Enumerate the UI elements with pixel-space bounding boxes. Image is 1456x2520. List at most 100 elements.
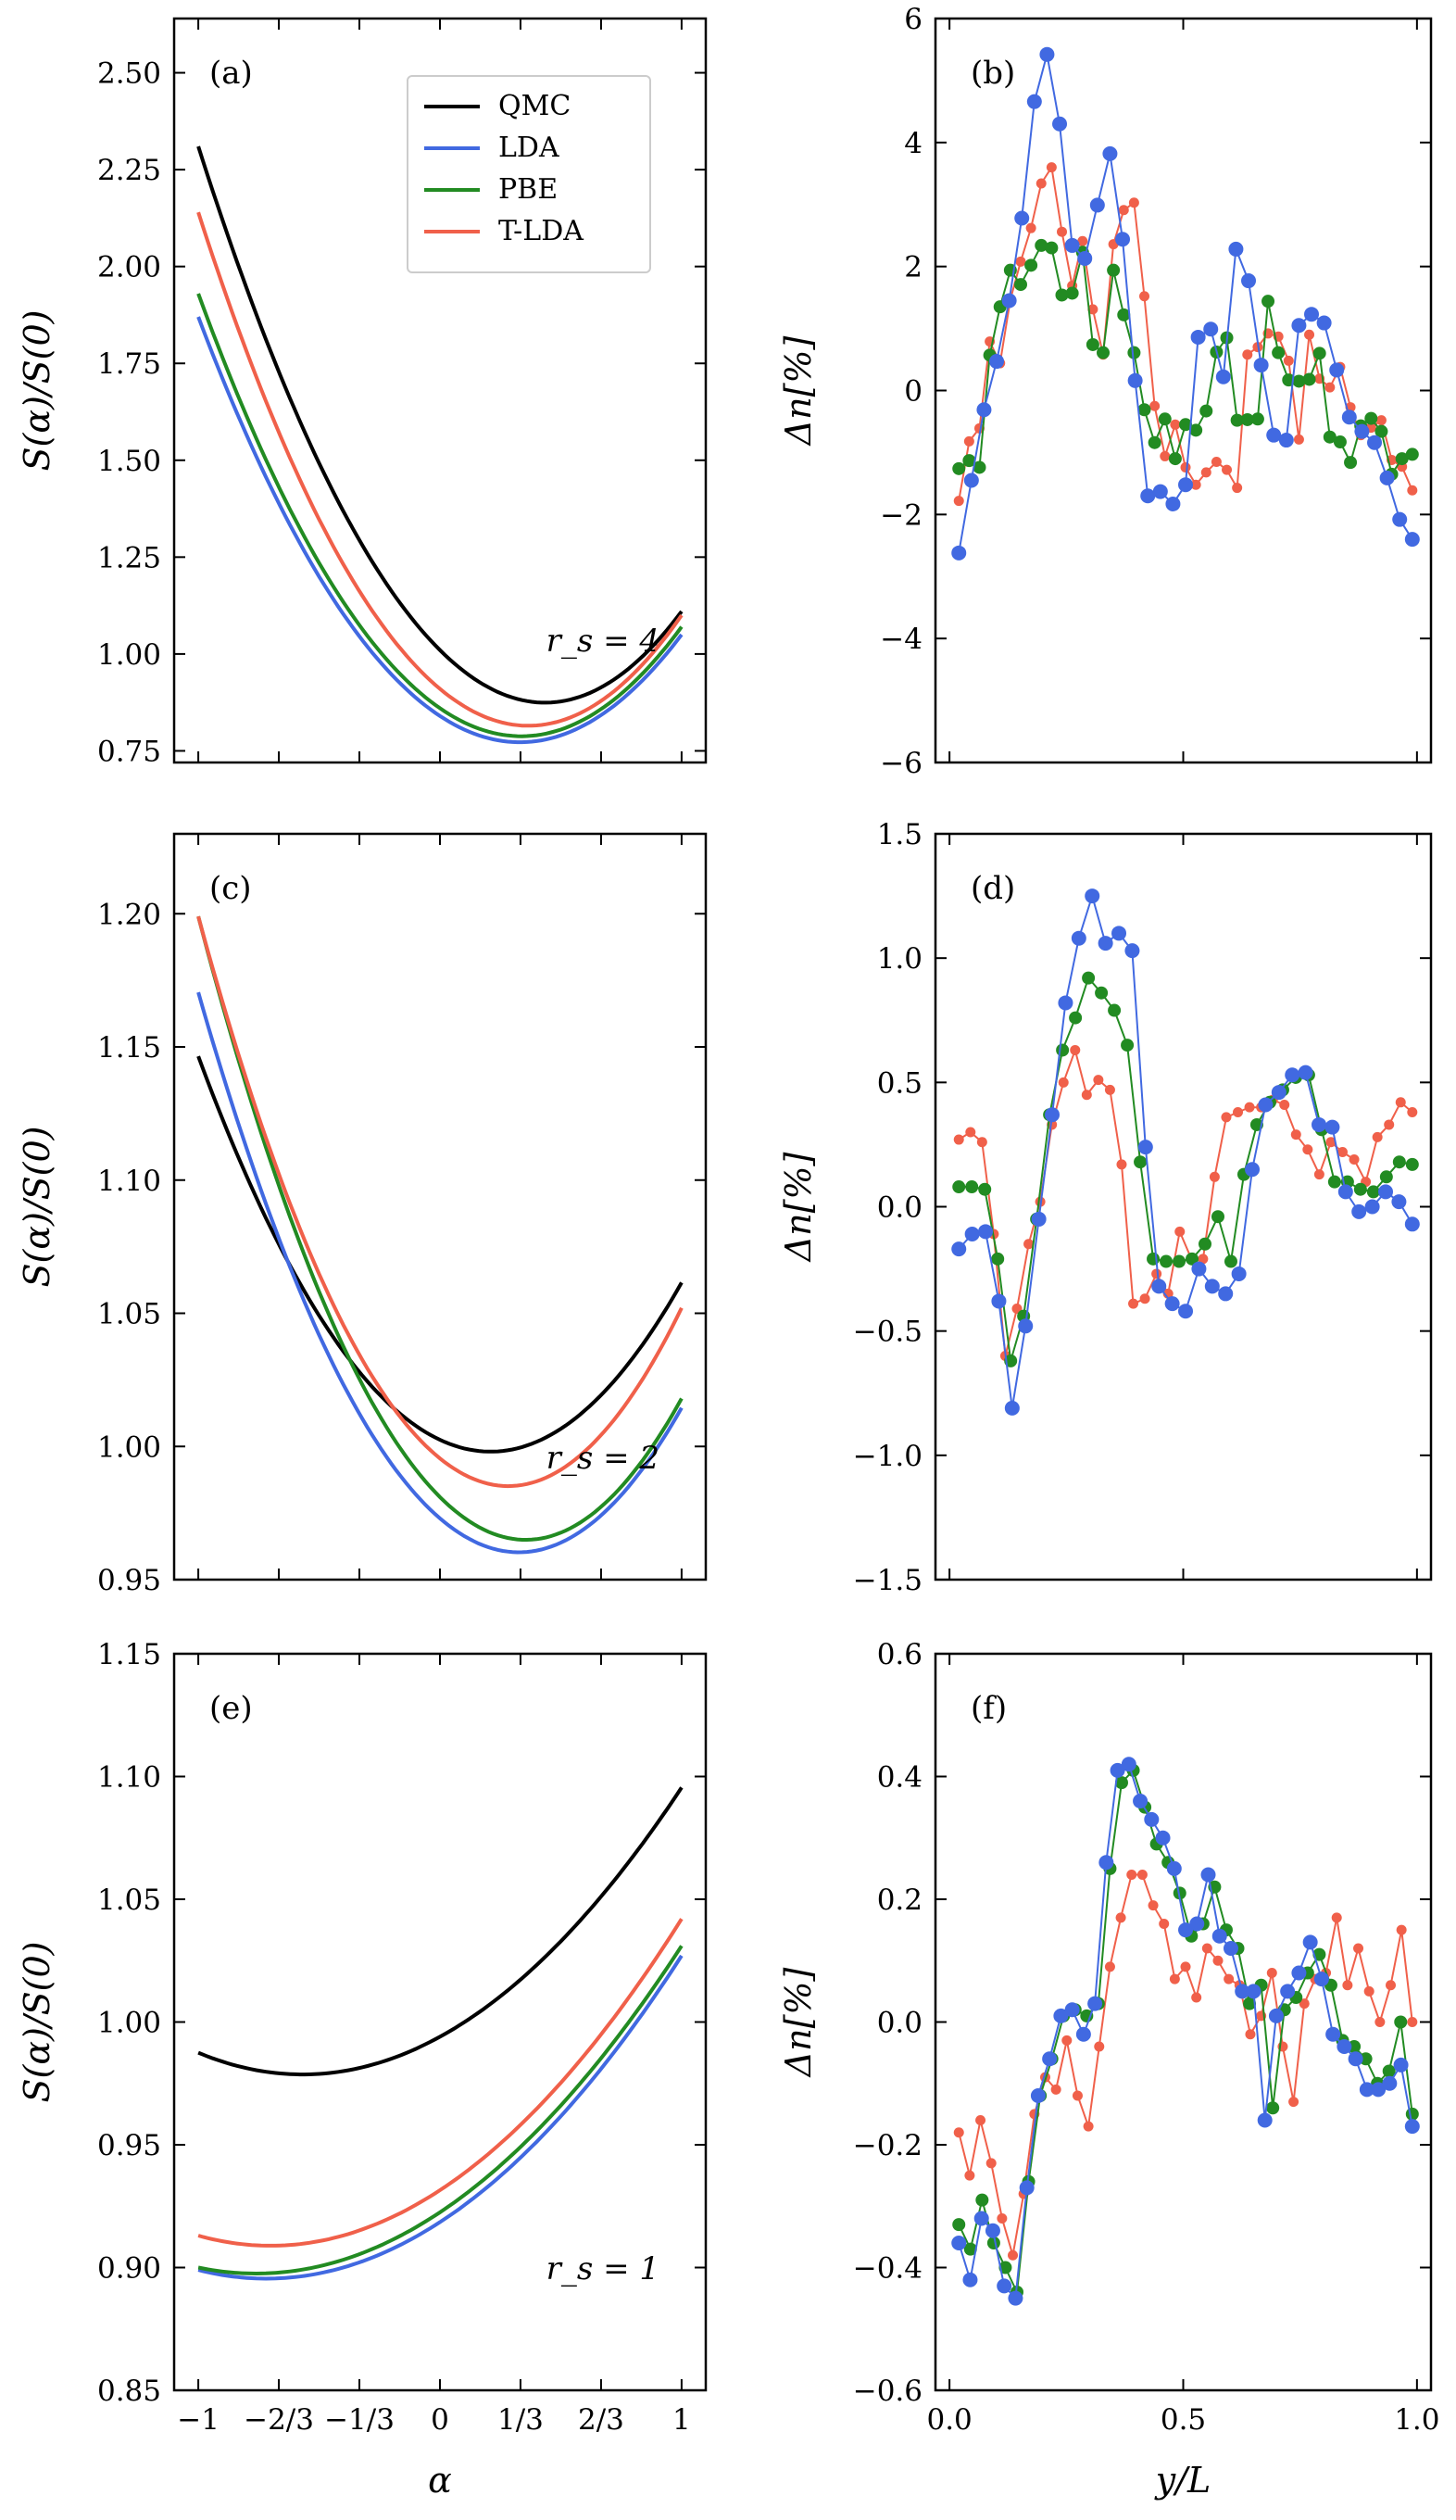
point-PBE bbox=[1243, 1997, 1257, 2010]
point-T-LDA bbox=[1180, 1961, 1191, 1972]
point-PBE bbox=[1107, 263, 1121, 277]
point-PBE bbox=[1173, 1886, 1186, 1900]
point-T-LDA bbox=[1057, 226, 1068, 237]
point-PBE bbox=[1148, 435, 1161, 449]
point-LDA bbox=[1302, 1934, 1318, 1950]
y-tick-label: 0.75 bbox=[97, 735, 161, 768]
point-LDA bbox=[1359, 2082, 1374, 2098]
point-LDA bbox=[1258, 1097, 1274, 1113]
point-T-LDA bbox=[1081, 1090, 1092, 1101]
point-PBE bbox=[965, 1180, 979, 1194]
y-axis-label: Δn[%] bbox=[778, 1152, 819, 1263]
point-PBE bbox=[1261, 295, 1275, 309]
point-PBE bbox=[1211, 1210, 1224, 1224]
point-LDA bbox=[951, 1241, 967, 1257]
point-LDA bbox=[951, 545, 967, 561]
point-PBE bbox=[1394, 2015, 1408, 2029]
point-PBE bbox=[991, 1252, 1005, 1266]
point-T-LDA bbox=[1212, 1955, 1224, 1966]
point-T-LDA bbox=[1198, 1254, 1209, 1265]
point-PBE bbox=[1045, 241, 1059, 255]
y-axis-label: S(α)/S(0) bbox=[17, 309, 57, 471]
point-T-LDA bbox=[976, 1137, 987, 1148]
point-PBE bbox=[1013, 278, 1027, 292]
panel-a: 0.75 1.00 1.25 1.50 1.75 2.00 2.25 2.50 (a) r_s =… bbox=[17, 17, 708, 768]
point-T-LDA bbox=[1116, 1159, 1127, 1170]
point-T-LDA bbox=[1293, 434, 1304, 445]
point-LDA bbox=[1211, 1928, 1227, 1944]
plot-area bbox=[196, 915, 684, 1555]
y-tick-label: 1.10 bbox=[97, 1165, 161, 1198]
point-PBE bbox=[975, 2193, 989, 2207]
point-T-LDA bbox=[997, 2213, 1008, 2224]
point-PBE bbox=[1114, 1776, 1128, 1790]
point-T-LDA bbox=[1407, 1107, 1418, 1118]
point-LDA bbox=[985, 2223, 1000, 2238]
point-LDA bbox=[1075, 2026, 1091, 2042]
legend-label: PBE bbox=[498, 173, 558, 206]
legend-label: T-LDA bbox=[498, 215, 584, 247]
point-LDA bbox=[1008, 2290, 1023, 2306]
x-tick-label: 0 bbox=[431, 2403, 449, 2437]
point-PBE bbox=[1056, 1043, 1070, 1057]
point-LDA bbox=[1223, 1941, 1238, 1956]
point-LDA bbox=[1189, 1916, 1205, 1932]
x-tick-label: 1 bbox=[672, 2403, 691, 2437]
axes-frame bbox=[172, 832, 708, 1581]
y-tick-label: −1.5 bbox=[853, 1564, 923, 1597]
point-T-LDA bbox=[1023, 1239, 1035, 1250]
point-LDA bbox=[991, 1293, 1007, 1309]
point-PBE bbox=[1382, 2064, 1396, 2078]
point-LDA bbox=[1089, 197, 1105, 213]
point-T-LDA bbox=[1395, 1097, 1406, 1108]
panel-label: (b) bbox=[971, 55, 1015, 92]
point-T-LDA bbox=[1050, 2084, 1061, 2095]
point-T-LDA bbox=[1115, 1912, 1126, 1923]
point-T-LDA bbox=[1299, 1998, 1310, 2010]
point-LDA bbox=[1001, 293, 1017, 309]
panel-label: (e) bbox=[209, 1690, 253, 1727]
point-LDA bbox=[1367, 435, 1383, 450]
y-tick-label: 2.25 bbox=[97, 154, 161, 187]
point-LDA bbox=[1215, 369, 1231, 384]
plot-area bbox=[197, 1786, 684, 2281]
y-tick-label: 0.95 bbox=[97, 2129, 161, 2162]
y-tick-label: 1.25 bbox=[97, 541, 161, 574]
point-LDA bbox=[1064, 237, 1080, 253]
point-PBE bbox=[1024, 258, 1038, 272]
point-LDA bbox=[1042, 2051, 1058, 2067]
point-LDA bbox=[1253, 358, 1269, 373]
point-LDA bbox=[1313, 1972, 1329, 1987]
point-T-LDA bbox=[1139, 291, 1150, 302]
series-line-PBE bbox=[959, 976, 1412, 1362]
point-LDA bbox=[1298, 1065, 1313, 1080]
point-PBE bbox=[952, 461, 966, 475]
point-PBE bbox=[1272, 346, 1286, 359]
point-T-LDA bbox=[1104, 1084, 1115, 1095]
point-LDA bbox=[1246, 1984, 1261, 1999]
point-T-LDA bbox=[1375, 415, 1387, 426]
point-LDA bbox=[1144, 1811, 1160, 1827]
panel-label: (a) bbox=[209, 55, 253, 92]
y-axis-label: Δn[%] bbox=[778, 1967, 819, 2078]
series-line-PBE bbox=[958, 1768, 1413, 2296]
x-tick-label: −2/3 bbox=[244, 2403, 314, 2437]
point-T-LDA bbox=[1128, 197, 1139, 208]
point-LDA bbox=[1280, 1984, 1296, 1999]
point-LDA bbox=[1371, 2082, 1387, 2098]
point-T-LDA bbox=[1036, 178, 1047, 189]
point-LDA bbox=[1241, 273, 1257, 289]
point-T-LDA bbox=[1363, 1985, 1374, 1997]
point-T-LDA bbox=[1077, 235, 1088, 246]
point-PBE bbox=[1353, 1182, 1367, 1196]
panel-b: −6 −4 −2 0 2 4 6 (b) Δn[%] bbox=[778, 3, 1433, 780]
point-T-LDA bbox=[1008, 2249, 1019, 2261]
point-LDA bbox=[1098, 1855, 1114, 1871]
plot-area bbox=[951, 888, 1420, 1416]
point-LDA bbox=[1077, 250, 1093, 266]
point-PBE bbox=[1224, 1254, 1237, 1268]
point-LDA bbox=[989, 354, 1005, 370]
point-PBE bbox=[1323, 430, 1337, 444]
point-T-LDA bbox=[1283, 355, 1294, 366]
